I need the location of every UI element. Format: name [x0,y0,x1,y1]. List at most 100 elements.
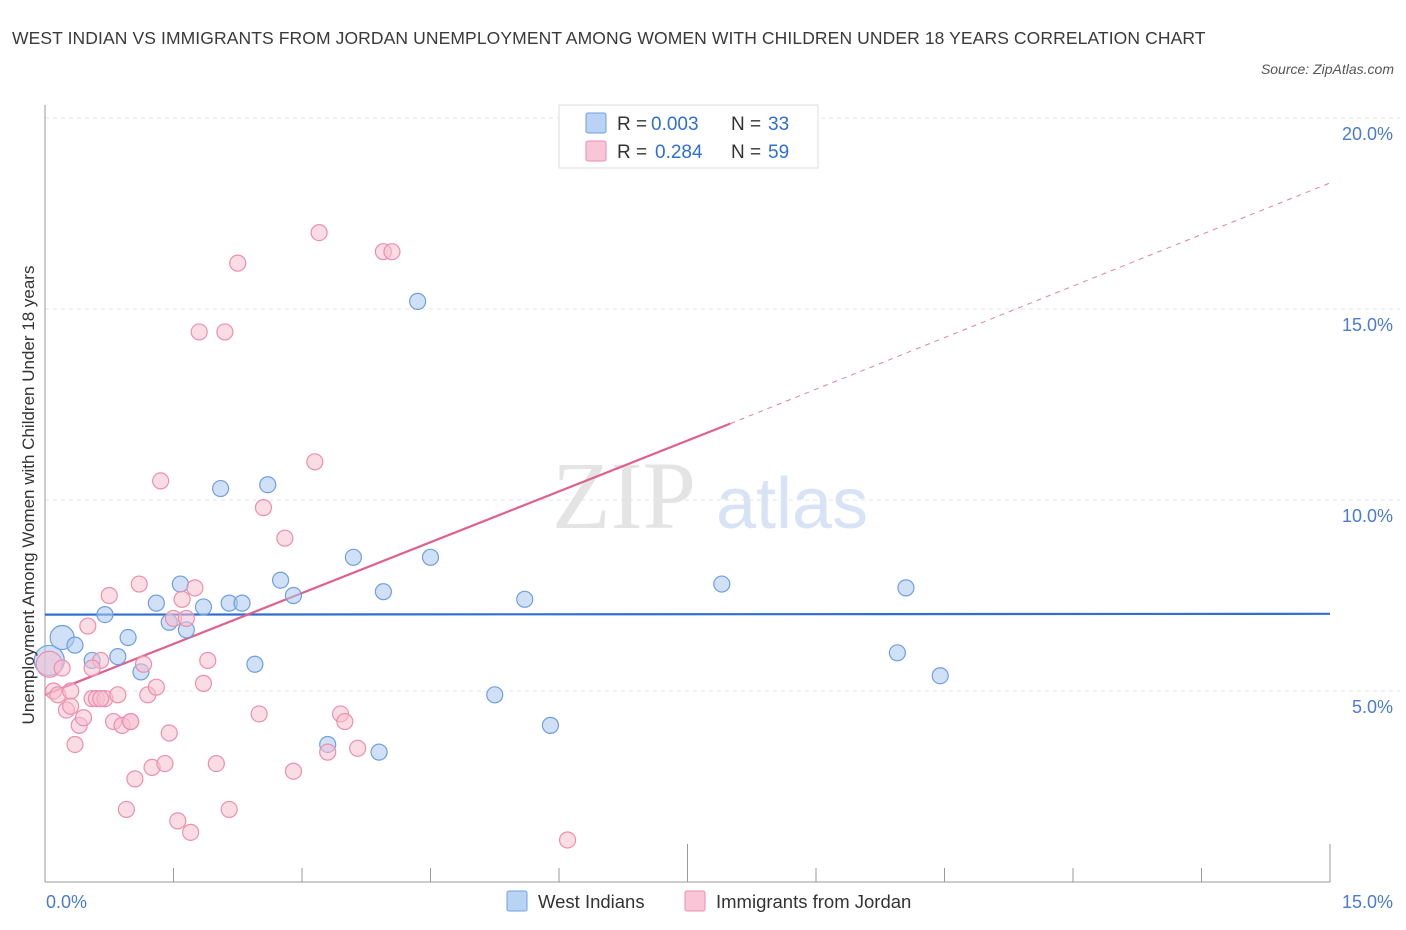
jordan-point [117,800,135,819]
jordan-point [250,705,268,723]
jordan-point [216,323,234,341]
west-indians-point [171,575,189,593]
chart-title: WEST INDIAN VS IMMIGRANTS FROM JORDAN UN… [12,28,1206,48]
jordan-point [130,575,148,593]
jordan-point [276,529,294,547]
west-indians-point [888,644,906,662]
legend-r-label-1: R = [617,114,647,135]
jordan-point [74,709,93,727]
west-indians-point [233,594,251,612]
watermark-zip: ZIP [552,442,696,549]
jordan-point [220,800,238,819]
jordan-point [319,743,337,761]
jordan-point [92,690,110,708]
legend-label-west-indians: West Indians [538,891,645,912]
y-tick-label: 5.0% [1352,697,1393,717]
west-indians-point [147,594,165,612]
jordan-point [173,590,191,608]
gridlines [45,117,1400,692]
jordan-point [182,823,200,841]
jordan-point [190,323,208,341]
jordan-point [122,712,140,731]
west-indians-point [541,716,560,734]
jordan-point [306,453,324,471]
jordan-point [229,254,247,272]
x-tick-label: 15.0% [1342,892,1393,912]
jordan-point [160,724,178,742]
jordan-trend-line [44,422,731,696]
watermark-atlas: atlas [716,464,868,544]
west-indians-point [344,548,362,566]
jordan-point [383,243,401,261]
jordan-point [83,659,101,677]
legend-swatch-jordan [585,140,607,162]
jordan-point [349,739,367,757]
west-indians-point [486,686,504,704]
jordan-point [254,499,273,517]
axes [44,105,1331,883]
jordan-point [62,682,80,700]
legend-r-value-2: 0.284 [655,142,703,163]
jordan-point [199,651,217,670]
west-indians-point [713,575,731,593]
series-legend: West Indians Immigrants from Jordan [506,890,911,912]
west-indians-point [897,579,915,597]
y-axis-label: Unemployment Among Women with Children U… [19,266,38,725]
y-tick-label: 20.0% [1342,124,1393,144]
legend-r-label-2: R = [617,142,647,163]
jordan-point [336,712,354,731]
x-tick-label: 0.0% [46,892,87,912]
legend-n-label-1: N = [731,114,761,135]
y-tick-label: 15.0% [1342,315,1393,335]
legend-swatch-west-indians [585,112,607,134]
jordan-point [53,659,71,677]
jordan-point [177,609,195,628]
west-indians-point [109,648,127,666]
jordan-point [147,678,165,696]
west-indians-point [271,571,290,589]
legend-label-jordan: Immigrants from Jordan [716,891,911,912]
west-indians-point [259,476,277,494]
west-indians-point [246,655,264,673]
west-indians-point [374,583,392,601]
jordan-point [126,770,144,788]
jordan-point [284,762,303,780]
west-indians-point [370,743,388,761]
legend-swatch-bottom-west-indians [506,890,528,912]
jordan-trend-extension [730,182,1331,425]
west-indians-point [931,667,949,685]
jordan-point [186,579,204,597]
jordan-point [109,686,127,704]
jordan-point [310,224,328,242]
jordan-point [62,697,80,715]
data-points [33,224,949,849]
west-indians-point [212,479,230,498]
west-indians-point [284,586,303,605]
jordan-point [169,812,187,830]
west-indians-point [119,628,137,647]
legend-n-value-2: 59 [768,142,789,163]
legend-n-value-1: 33 [768,114,789,135]
y-tick-label: 10.0% [1342,506,1393,526]
legend-r-value-1: 0.003 [651,114,699,135]
legend-n-label-2: N = [731,142,761,163]
west-indians-point [194,598,213,616]
west-indians-trend-line [44,612,1331,616]
jordan-point [134,655,153,673]
tick-labels: 5.0% 10.0% 15.0% 20.0% 0.0% 15.0% [46,124,1393,912]
west-indians-point [421,548,440,566]
jordan-point [194,674,213,692]
west-indians-point [516,590,534,608]
jordan-point [66,735,84,754]
jordan-point [558,831,577,849]
jordan-point [100,586,118,605]
west-indians-point [96,605,114,624]
source-label: Source: ZipAtlas.com [1260,61,1394,77]
jordan-point [152,472,170,490]
jordan-point [156,754,174,773]
jordan-point [207,754,225,773]
jordan-point [79,617,97,635]
trend-lines [44,182,1331,696]
legend-swatch-bottom-jordan [684,890,706,912]
